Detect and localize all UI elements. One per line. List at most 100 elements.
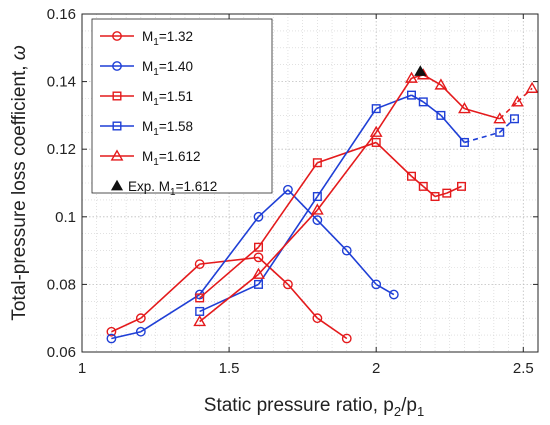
- xlabel-slash: /p: [401, 395, 417, 416]
- series-segment: [316, 131, 377, 211]
- y-tick-label: 0.06: [47, 344, 76, 361]
- series-group: [195, 90, 519, 316]
- data-point: [418, 181, 428, 191]
- legend-label-sub: 1: [153, 97, 159, 108]
- y-axis-title: Total-pressure loss coefficient, ω: [9, 45, 30, 321]
- legend-label: M1=1.40: [142, 59, 193, 78]
- series-segment: [346, 250, 377, 285]
- data-point: [194, 259, 205, 270]
- y-tick-label: 0.1: [55, 209, 76, 226]
- data-point: [253, 211, 264, 222]
- series-segment: [440, 114, 466, 143]
- data-point: [312, 158, 322, 168]
- data-point: [430, 192, 440, 202]
- series-segment: [316, 317, 348, 340]
- legend-label-main: M: [142, 59, 153, 74]
- data-point: [253, 252, 264, 263]
- legend-entry: M1=1.612: [100, 149, 200, 168]
- legend-label: M1=1.58: [142, 119, 193, 138]
- data-point: [434, 78, 448, 90]
- legend-label: M1=1.612: [142, 149, 200, 168]
- xlabel-sub-2: 2: [394, 404, 401, 419]
- data-point: [442, 188, 452, 198]
- x-tick-label: 1.5: [219, 360, 240, 377]
- legend-marker: [112, 31, 122, 41]
- legend-marker: [110, 149, 124, 161]
- data-point: [106, 326, 117, 337]
- y-tick-label: 0.16: [47, 6, 76, 23]
- experimental-point: [414, 65, 427, 76]
- series-segment: [199, 246, 260, 299]
- legend-marker: [110, 179, 124, 191]
- legend-label-sub: 1: [153, 127, 159, 138]
- tick-labels: 1 1.5 2 2.5 0.06 0.08 0.1 0.12 0.14 0.16: [47, 6, 534, 377]
- legend-label-rest: =1.58: [159, 119, 193, 134]
- legend: M1=1.32M1=1.40M1=1.51M1=1.58M1=1.612Exp.…: [91, 18, 273, 198]
- series-segment: [316, 108, 377, 197]
- legend-label-rest: =1.612: [159, 149, 201, 164]
- x-tick-label: 2.5: [513, 360, 534, 377]
- data-point: [418, 97, 428, 107]
- series-segment: [411, 94, 424, 103]
- legend-label-main: M: [142, 119, 153, 134]
- legend-label-main: M: [142, 89, 153, 104]
- legend-label-main: Exp. M: [128, 179, 170, 194]
- series-segment: [257, 189, 289, 218]
- series-segment: [111, 330, 142, 340]
- legend-entry: M1=1.51: [100, 89, 193, 108]
- legend-label-main: M: [142, 149, 153, 164]
- data-point: [371, 137, 381, 147]
- data-point: [406, 171, 416, 181]
- legend-label-main: M: [142, 29, 153, 44]
- data-point: [310, 203, 324, 215]
- series-segment: [446, 185, 462, 194]
- data-point: [369, 125, 383, 137]
- series-segment: [257, 256, 289, 285]
- legend-entry: M1=1.40: [100, 59, 193, 78]
- legend-entry: Exp. M1=1.612: [110, 179, 217, 198]
- data-point: [254, 242, 264, 252]
- data-point: [493, 112, 507, 124]
- data-point: [312, 313, 323, 324]
- data-point: [495, 127, 505, 137]
- svg-text:Static pressure ratio, p2/p1: Static pressure ratio, p2/p1: [204, 395, 424, 419]
- series-segment: [257, 209, 318, 275]
- data-point: [254, 279, 264, 289]
- series-layer: [106, 65, 539, 344]
- data-point: [509, 114, 519, 124]
- data-point: [193, 314, 207, 327]
- series-segment: [375, 141, 413, 177]
- y-tick-label: 0.08: [47, 276, 76, 293]
- data-point: [341, 245, 352, 256]
- series-segment-dashed: [499, 101, 518, 120]
- data-point: [312, 215, 323, 226]
- data-point: [511, 95, 524, 107]
- data-point: [283, 279, 293, 290]
- legend-label-rest: =1.32: [159, 29, 193, 44]
- series-segment: [464, 107, 500, 120]
- legend-label-sub: 1: [153, 157, 159, 168]
- x-tick-label: 1: [78, 360, 86, 377]
- legend-marker: [112, 91, 122, 101]
- legend-box: [91, 18, 273, 194]
- legend-label: M1=1.51: [142, 89, 193, 108]
- legend-entry: M1=1.58: [100, 119, 193, 138]
- y-tick-label: 0.12: [47, 141, 76, 158]
- series-segment: [140, 263, 201, 319]
- data-point: [405, 71, 418, 83]
- ylabel-main: Total-pressure loss coefficient,: [9, 60, 30, 321]
- data-point: [371, 104, 381, 114]
- data-point: [312, 192, 322, 202]
- series-group: [106, 252, 352, 344]
- legend-marker: [112, 121, 122, 131]
- series-segment: [199, 216, 260, 296]
- series-segment: [422, 185, 436, 198]
- series-segment: [257, 162, 319, 248]
- legend-marker: [112, 61, 122, 71]
- series-segment: [199, 273, 260, 323]
- legend-label: M1=1.32: [142, 29, 193, 48]
- data-point: [135, 326, 146, 337]
- series-segment: [422, 74, 442, 86]
- data-point: [135, 313, 146, 324]
